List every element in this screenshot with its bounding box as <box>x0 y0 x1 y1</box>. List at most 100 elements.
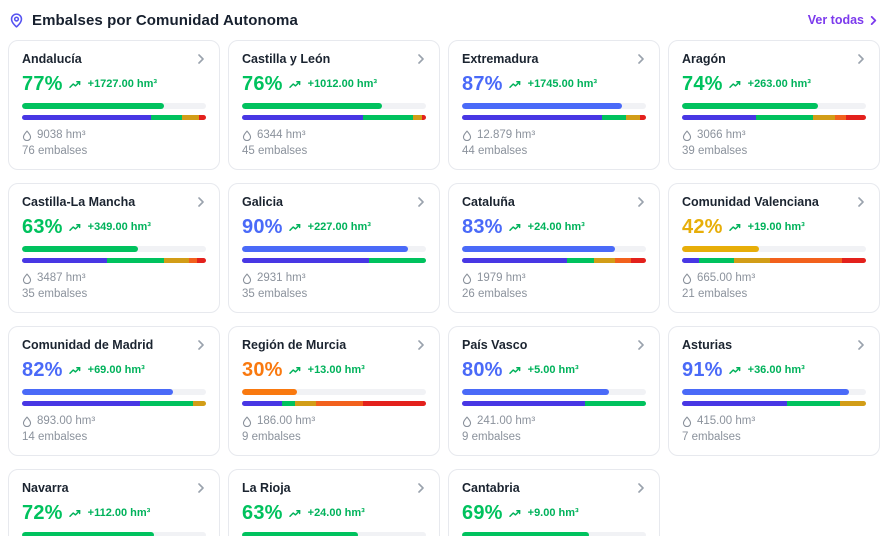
weekly-change: +1012.00 hm³ <box>307 78 378 90</box>
region-card[interactable]: Cataluña 83% +24.00 hm³ <box>448 183 660 313</box>
region-name: Aragón <box>682 52 726 66</box>
reservoir-count: 7 embalses <box>682 431 741 443</box>
location-pin-icon <box>8 12 25 29</box>
section-header: Embalses por Comunidad Autonoma Ver toda… <box>8 6 880 34</box>
fill-bar <box>462 103 646 109</box>
distribution-segment-green <box>363 115 414 120</box>
region-name: Castilla-La Mancha <box>22 195 136 209</box>
fill-bar <box>22 103 206 109</box>
chevron-right-icon[interactable] <box>196 54 206 64</box>
chevron-right-icon <box>870 15 877 25</box>
reservoir-count: 44 embalses <box>462 145 528 157</box>
page-title: Embalses por Comunidad Autonoma <box>32 11 298 29</box>
region-card[interactable]: Castilla-La Mancha 63% +349.00 hm³ <box>8 183 220 313</box>
trend-up-icon <box>68 79 82 90</box>
distribution-segment-yellow <box>413 115 423 120</box>
card-stats: 2931 hm³ 35 embalses <box>242 271 426 302</box>
water-drop-icon <box>242 272 252 284</box>
chevron-right-icon[interactable] <box>416 54 426 64</box>
distribution-bar <box>22 401 206 406</box>
cards-grid: Andalucía 77% +1727.00 hm³ <box>8 40 880 536</box>
volume-value: 6344 hm³ <box>257 129 306 141</box>
chevron-right-icon[interactable] <box>416 483 426 493</box>
ver-todas-link[interactable]: Ver todas <box>808 13 878 27</box>
region-name: Comunidad Valenciana <box>682 195 819 209</box>
fill-percentage: 42% <box>682 215 723 238</box>
volume-value: 415.00 hm³ <box>697 415 756 427</box>
region-card[interactable]: Cantabria 69% +9.00 hm³ <box>448 469 660 536</box>
region-card[interactable]: Comunidad de Madrid 82% +69.00 hm³ <box>8 326 220 456</box>
distribution-segment-yellow <box>625 115 641 120</box>
region-card[interactable]: Navarra 72% +112.00 hm³ <box>8 469 220 536</box>
chevron-right-icon[interactable] <box>856 340 866 350</box>
distribution-bar <box>462 258 646 263</box>
distribution-segment-yellow <box>733 258 771 263</box>
region-name: Extremadura <box>462 52 539 66</box>
region-card[interactable]: Aragón 74% +263.00 hm³ <box>668 40 880 170</box>
region-name: País Vasco <box>462 338 528 352</box>
fill-percentage: 72% <box>22 501 63 524</box>
region-card[interactable]: Andalucía 77% +1727.00 hm³ <box>8 40 220 170</box>
distribution-bar <box>22 115 206 120</box>
trend-up-icon <box>728 222 742 233</box>
distribution-segment-yellow <box>193 401 206 406</box>
fill-bar-value <box>242 246 408 252</box>
fill-bar <box>22 389 206 395</box>
region-card[interactable]: Comunidad Valenciana 42% +19.00 hm³ <box>668 183 880 313</box>
region-name: Cataluña <box>462 195 515 209</box>
chevron-right-icon[interactable] <box>636 340 646 350</box>
chevron-right-icon[interactable] <box>196 340 206 350</box>
chevron-right-icon[interactable] <box>636 197 646 207</box>
distribution-segment-green <box>566 258 595 263</box>
card-stats: 3487 hm³ 35 embalses <box>22 271 206 302</box>
volume-value: 893.00 hm³ <box>37 415 96 427</box>
water-drop-icon <box>462 129 472 141</box>
volume-value: 665.00 hm³ <box>697 272 756 284</box>
fill-percentage: 82% <box>22 358 63 381</box>
water-drop-icon <box>682 272 692 284</box>
distribution-segment-blue <box>22 401 140 406</box>
fill-bar-value <box>682 246 760 252</box>
region-name: Cantabria <box>462 481 520 495</box>
distribution-segment-blue <box>462 115 602 120</box>
chevron-right-icon[interactable] <box>856 54 866 64</box>
region-name: Andalucía <box>22 52 82 66</box>
chevron-right-icon[interactable] <box>636 54 646 64</box>
region-card[interactable]: Región de Murcia 30% +13.00 hm³ <box>228 326 440 456</box>
reservoir-count: 35 embalses <box>22 288 88 300</box>
reservoir-count: 26 embalses <box>462 288 528 300</box>
fill-bar <box>682 103 866 109</box>
region-card[interactable]: Castilla y León 76% +1012.00 hm³ <box>228 40 440 170</box>
chevron-right-icon[interactable] <box>856 197 866 207</box>
fill-bar <box>242 532 426 536</box>
chevron-right-icon[interactable] <box>416 197 426 207</box>
chevron-right-icon[interactable] <box>196 483 206 493</box>
region-card[interactable]: Galicia 90% +227.00 hm³ <box>228 183 440 313</box>
distribution-segment-yellow <box>594 258 615 263</box>
distribution-segment-blue <box>242 401 283 406</box>
distribution-segment-blue <box>22 115 151 120</box>
region-card[interactable]: La Rioja 63% +24.00 hm³ <box>228 469 440 536</box>
card-stats: 6344 hm³ 45 embalses <box>242 128 426 159</box>
distribution-bar <box>462 401 646 406</box>
fill-percentage: 76% <box>242 72 283 95</box>
fill-percentage: 80% <box>462 358 503 381</box>
weekly-change: +349.00 hm³ <box>87 221 151 233</box>
distribution-segment-yellow <box>295 401 316 406</box>
chevron-right-icon[interactable] <box>196 197 206 207</box>
distribution-segment-green <box>601 115 626 120</box>
region-card[interactable]: País Vasco 80% +5.00 hm³ <box>448 326 660 456</box>
chevron-right-icon[interactable] <box>636 483 646 493</box>
region-name: Castilla y León <box>242 52 331 66</box>
region-card[interactable]: Extremadura 87% +1745.00 hm³ <box>448 40 660 170</box>
water-drop-icon <box>22 272 32 284</box>
reservoir-count: 14 embalses <box>22 431 88 443</box>
weekly-change: +1727.00 hm³ <box>87 78 158 90</box>
region-card[interactable]: Asturias 91% +36.00 hm³ <box>668 326 880 456</box>
chevron-right-icon[interactable] <box>416 340 426 350</box>
trend-up-icon <box>508 508 522 519</box>
card-stats: 893.00 hm³ 14 embalses <box>22 414 206 445</box>
distribution-bar <box>682 401 866 406</box>
reservoir-count: 76 embalses <box>22 145 88 157</box>
fill-bar <box>462 389 646 395</box>
